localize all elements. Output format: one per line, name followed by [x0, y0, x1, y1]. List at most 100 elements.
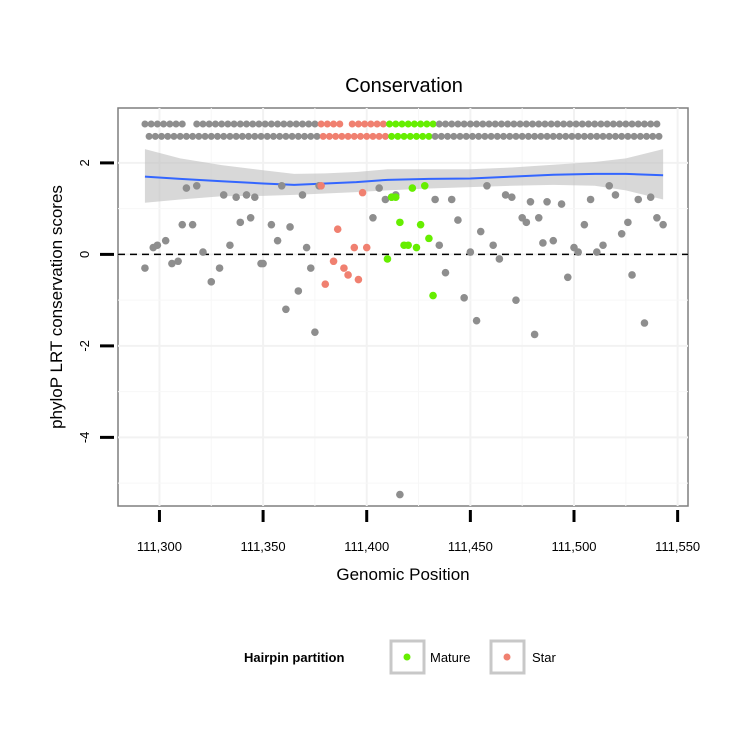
- rug-point: [398, 120, 406, 128]
- rug-point: [288, 132, 296, 140]
- point-other: [476, 227, 485, 236]
- rug-point: [255, 120, 263, 128]
- point-other: [489, 241, 497, 250]
- rug-point: [147, 120, 155, 128]
- rug-point: [323, 120, 331, 128]
- point-other: [192, 181, 201, 190]
- point-other: [586, 195, 595, 204]
- point-mature: [408, 184, 417, 192]
- rug-point: [485, 120, 493, 128]
- legend-label-mature: Mature: [430, 650, 470, 665]
- rug-point: [226, 132, 234, 140]
- y-tick-label: -4: [77, 432, 92, 444]
- rug-point: [373, 120, 381, 128]
- rug-point: [593, 132, 601, 140]
- rug-point: [435, 120, 443, 128]
- rug-point: [311, 120, 319, 128]
- rug-point: [207, 132, 215, 140]
- rug-point: [357, 132, 365, 140]
- point-star: [350, 243, 359, 252]
- point-other: [534, 213, 543, 222]
- point-mature: [391, 193, 400, 202]
- point-other: [178, 220, 187, 229]
- rug-point: [437, 132, 445, 140]
- rug-point: [479, 120, 487, 128]
- rug-point: [454, 120, 462, 128]
- point-star: [358, 188, 367, 197]
- legend-key-star: [489, 639, 526, 675]
- rug-point: [618, 132, 626, 140]
- rug-point: [153, 120, 161, 128]
- rug-point: [412, 132, 420, 140]
- rug-point: [367, 120, 375, 128]
- rug-point: [232, 132, 240, 140]
- rug-point: [624, 132, 632, 140]
- rug-point: [462, 132, 470, 140]
- rug-point: [164, 132, 172, 140]
- point-other: [447, 195, 456, 204]
- rug-point: [338, 132, 346, 140]
- rug-point: [276, 132, 284, 140]
- point-other: [273, 236, 282, 245]
- rug-point: [141, 120, 149, 128]
- rug-point: [158, 132, 166, 140]
- rug-point: [267, 120, 275, 128]
- legend-dot-mature: [403, 653, 411, 661]
- rug-point: [487, 132, 495, 140]
- rug-point: [572, 120, 580, 128]
- point-other: [628, 271, 636, 279]
- rug-point: [649, 132, 657, 140]
- point-other: [182, 184, 191, 192]
- point-other: [611, 191, 620, 199]
- rug-point: [448, 120, 456, 128]
- rug-point: [238, 132, 246, 140]
- rug-point: [218, 120, 226, 128]
- x-tick-label: 111,300: [137, 539, 182, 554]
- point-mature: [412, 243, 421, 252]
- x-tick-label: 111,500: [551, 539, 596, 554]
- rug-point: [199, 120, 207, 128]
- point-other: [659, 220, 667, 229]
- rug-point: [176, 132, 184, 140]
- rug-point: [628, 120, 636, 128]
- rug-point: [578, 120, 586, 128]
- point-other: [369, 213, 377, 222]
- rug-point: [224, 120, 232, 128]
- point-other: [298, 191, 307, 199]
- rug-point: [441, 120, 449, 128]
- rug-point: [170, 132, 178, 140]
- rug-point: [280, 120, 288, 128]
- point-other: [306, 264, 315, 272]
- rug-point: [466, 120, 474, 128]
- legend: Hairpin partition Mature Star: [244, 639, 557, 675]
- rug-point: [597, 120, 605, 128]
- rug-point: [562, 132, 570, 140]
- point-star: [340, 264, 348, 272]
- point-other: [512, 296, 520, 304]
- rug-point: [332, 132, 340, 140]
- point-other: [563, 273, 572, 282]
- point-other: [543, 197, 551, 206]
- rug-point: [354, 120, 362, 128]
- point-other: [530, 330, 539, 339]
- rug-point: [510, 120, 518, 128]
- point-other: [153, 241, 162, 250]
- legend-label-star: Star: [532, 650, 557, 665]
- rug-point: [166, 120, 174, 128]
- rug-point: [325, 132, 333, 140]
- point-mature: [420, 181, 429, 190]
- y-tick-label: 0: [77, 251, 92, 258]
- point-other: [466, 248, 475, 256]
- rug-point: [616, 120, 624, 128]
- rug-point: [350, 132, 358, 140]
- rug-point: [529, 120, 537, 128]
- rug-point: [429, 120, 437, 128]
- point-other: [508, 193, 516, 202]
- rug-point: [249, 120, 257, 128]
- point-other: [242, 191, 251, 199]
- rug-point: [243, 120, 251, 128]
- rug-point: [193, 120, 201, 128]
- rug-point: [630, 132, 638, 140]
- rug-point: [425, 132, 433, 140]
- rug-point: [294, 132, 302, 140]
